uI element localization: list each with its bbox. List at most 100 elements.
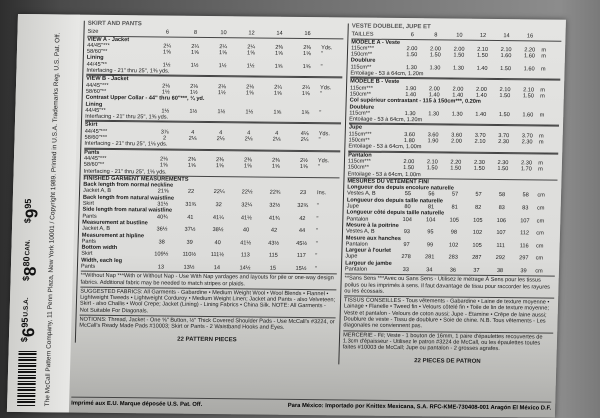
cell-value: 1⅝ [245, 90, 254, 97]
cell-value: 107 [496, 230, 506, 237]
cell-value: 1⅝ [301, 109, 310, 116]
cell-value: 105 [472, 242, 482, 249]
cell-value: 1⅝ [187, 163, 196, 170]
unit: m [539, 112, 545, 119]
pieces-de-patron-count: 22 PIECES DE PATRON [414, 357, 481, 365]
cell-value: 37 [473, 267, 480, 274]
footer-left: Imprimé aux E.U. Marque déposée U.S. Pat… [71, 400, 203, 408]
cell-value: 8 [193, 30, 198, 37]
cell-value: 83 [522, 205, 529, 212]
cell-value: 8 [434, 32, 438, 39]
unit: " [317, 164, 320, 171]
cell-value: 83 [498, 205, 505, 212]
cell-value: 6 [410, 32, 414, 39]
cell-value: 117 [296, 253, 306, 260]
copyright-text: The McCall Pattern Company, 11 Penn Plaz… [44, 32, 62, 407]
cell-value: 1⅝ [159, 162, 168, 169]
pattern-pieces-count: 22 PATTERN PIECES [177, 336, 237, 343]
cell-value: 42 [299, 215, 306, 222]
cell-value: 58 [522, 192, 529, 199]
cell-value: 1.70 [520, 166, 532, 173]
cell-value: 292 [495, 255, 506, 262]
cell-value: 102 [448, 242, 459, 249]
price-canada: $880CAN. [20, 239, 40, 282]
cell-value: 36½ [156, 226, 168, 233]
cell-value: 40¾ [156, 214, 168, 221]
unit: " [314, 266, 318, 273]
row-label: Size [87, 29, 99, 36]
cell-value: 1.50 [426, 165, 438, 172]
unit: " [315, 253, 318, 260]
barcode [17, 350, 37, 407]
unit: " [315, 240, 318, 247]
row-label: Pants [80, 263, 96, 270]
cell-value: 1⅝ [215, 163, 224, 170]
cell-value: 1⅝ [301, 90, 310, 98]
unit: m [538, 166, 543, 173]
cell-value: 13 [157, 264, 165, 271]
cell-value: 287 [472, 255, 482, 262]
cell-value: 1⅝ [274, 63, 283, 70]
cell-value: 1.50 [497, 166, 509, 173]
cell-value: 41¼ [212, 214, 224, 221]
cell-value: 1⅝ [302, 63, 311, 70]
cell-value: 116 [519, 243, 529, 250]
cell-value: 115 [268, 253, 278, 260]
unit: cm [536, 230, 544, 237]
cell-value: 38½ [212, 227, 224, 234]
cell-value: 1.50 [498, 111, 510, 119]
cell-value: 22¼ [213, 189, 225, 196]
french-header: VESTE DOUBLEE, JUPE ET [351, 23, 431, 31]
unit [321, 31, 341, 38]
cell-value: 14½ [239, 265, 251, 272]
cell-value: 1.50 [450, 165, 462, 172]
unit: m [538, 139, 544, 146]
mercerie: MERCERIE - Fil; Veste - 1 bouton de 16mm… [342, 330, 554, 354]
cell-value: 1½ [217, 90, 226, 97]
cell-value: 44 [298, 228, 306, 235]
cell-value: 12 [479, 33, 487, 40]
cell-value: 14 [503, 33, 510, 40]
cell-value: 106 [496, 217, 507, 224]
cell-value: 1.60 [500, 53, 512, 60]
notions: NOTIONS: Thread, Jacket - One ⅝" Button,… [79, 314, 336, 332]
yardage-table: Size 6 8 10 12 14 16 VIEW A - Jacket 44/45"*** 2¼… [81, 29, 344, 273]
nap-note: **Without Nap ***With or Without Nap - U… [80, 270, 337, 289]
cell-value: 56 [428, 191, 435, 198]
metrage-table: TAILLES 6 8 10 12 14 16 MODELE A - Veste 115cm**… [345, 32, 562, 275]
cell-value: 1.30 [428, 111, 440, 118]
cell-value: 33 [402, 267, 409, 274]
cell-value: 1.50 [403, 165, 415, 172]
suggested-fabrics: SUGGESTED FABRICS: All Garments - Gabard… [79, 286, 337, 317]
cell-value: 2.10 [474, 138, 486, 145]
cell-value: 41½ [240, 214, 252, 222]
unit: Ins. [316, 190, 327, 197]
cell-value: 104 [402, 216, 412, 223]
cell-value: 34 [426, 267, 433, 274]
cell-value: 2.30 [498, 139, 510, 146]
cell-value: 1⅝ [273, 109, 282, 116]
unit: cm [537, 192, 545, 199]
cell-value: 40 [242, 227, 250, 234]
cell-value: 45½ [296, 240, 308, 247]
cell-value: 1⅝ [274, 50, 283, 57]
cell-value: 1½ [189, 108, 198, 115]
cell-value: 2⅛ [272, 136, 281, 143]
row-label: Vestes A, B [345, 228, 375, 235]
price-region-usa: U.S.A. [22, 297, 31, 317]
cell-value: 2⅛ [244, 136, 253, 143]
cell-value: 297 [519, 255, 529, 262]
cell-value: 1.30 [451, 111, 463, 118]
cell-value: 1½ [245, 109, 254, 116]
cell-value: 15½ [295, 265, 307, 273]
cell-value: 1.30 [429, 65, 441, 72]
cell-value: 281 [424, 254, 435, 261]
cell-value: 82 [474, 204, 482, 211]
cell-value: 41 [187, 214, 194, 221]
cell-value: 57 [451, 191, 459, 199]
unit: " [316, 215, 319, 222]
unit: m [541, 53, 547, 60]
cell-value: 107 [520, 217, 530, 224]
cell-value: 1.30 [452, 65, 465, 72]
unit [542, 34, 562, 41]
